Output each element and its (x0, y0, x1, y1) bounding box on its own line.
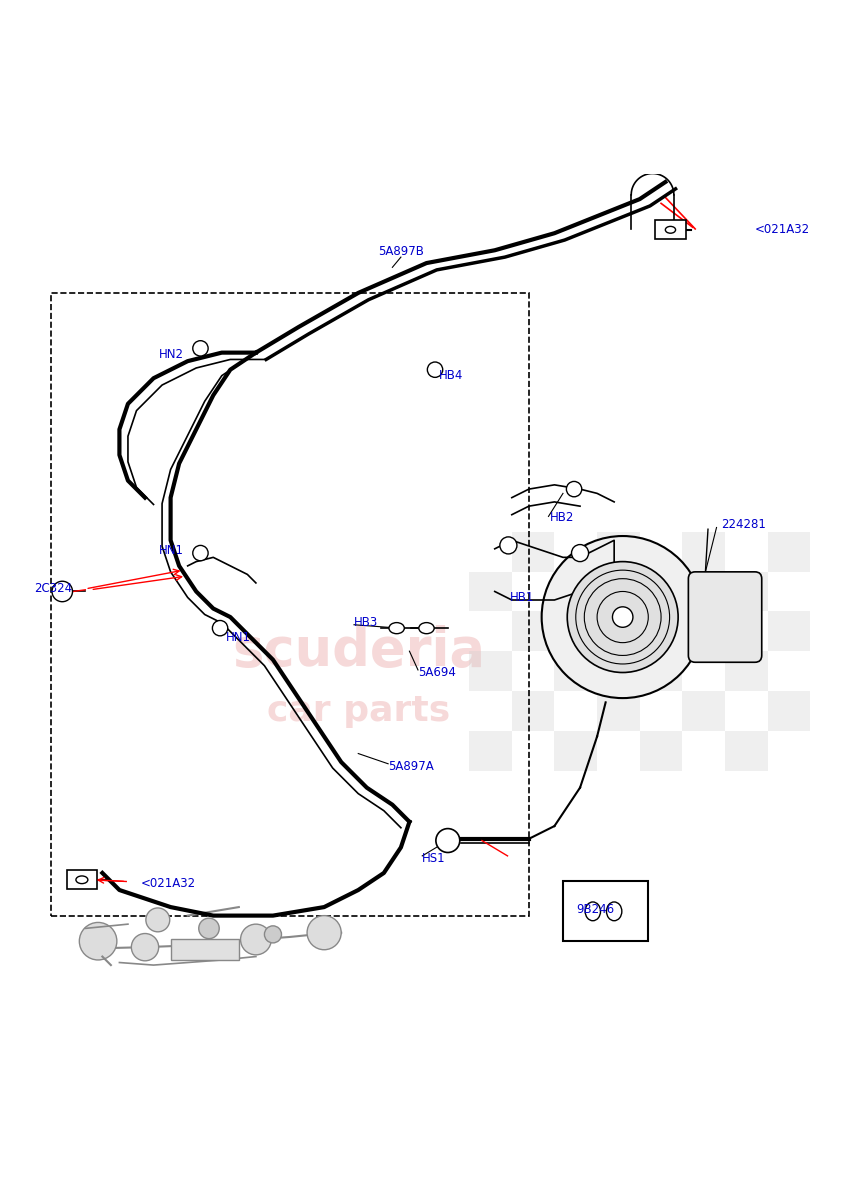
Bar (639, 571, 682, 611)
Text: 5A897A: 5A897A (388, 760, 434, 773)
Text: HN2: HN2 (158, 348, 183, 361)
Bar (682, 691, 724, 731)
Ellipse shape (606, 902, 621, 920)
Text: scuderia: scuderia (232, 625, 484, 677)
Bar (682, 532, 724, 571)
Circle shape (499, 536, 516, 554)
Circle shape (541, 536, 703, 698)
Ellipse shape (665, 227, 675, 233)
FancyBboxPatch shape (688, 572, 761, 662)
Circle shape (427, 362, 442, 377)
Bar (596, 532, 639, 571)
Text: HB3: HB3 (354, 616, 377, 629)
Text: 2C324: 2C324 (34, 582, 72, 595)
FancyBboxPatch shape (66, 870, 97, 889)
Text: HS1: HS1 (422, 852, 446, 865)
Bar (724, 652, 767, 691)
Circle shape (199, 918, 219, 938)
Text: HB1: HB1 (509, 590, 534, 604)
Circle shape (612, 607, 632, 628)
Bar (51, 293, 528, 916)
Circle shape (146, 908, 170, 932)
Ellipse shape (584, 902, 600, 920)
Text: 9B246: 9B246 (576, 904, 613, 916)
Text: <021A32: <021A32 (754, 223, 809, 236)
Bar (511, 691, 554, 731)
Bar (469, 652, 511, 691)
Bar (767, 532, 809, 571)
Bar (469, 731, 511, 770)
Circle shape (79, 923, 117, 960)
Text: 224281: 224281 (720, 518, 765, 532)
Bar (511, 532, 554, 571)
Bar (596, 691, 639, 731)
Circle shape (264, 926, 281, 943)
Circle shape (240, 924, 271, 955)
Bar (511, 611, 554, 652)
Text: HN1: HN1 (158, 544, 183, 557)
Bar (562, 882, 648, 941)
Bar (724, 571, 767, 611)
Circle shape (193, 341, 208, 356)
Ellipse shape (418, 623, 434, 634)
Bar (554, 731, 596, 770)
Ellipse shape (389, 623, 404, 634)
Circle shape (567, 562, 677, 672)
Circle shape (212, 620, 227, 636)
Bar (554, 571, 596, 611)
Text: <021A32: <021A32 (141, 877, 196, 889)
Bar (554, 652, 596, 691)
Bar (639, 731, 682, 770)
Bar (170, 938, 239, 960)
Bar (767, 691, 809, 731)
Circle shape (131, 934, 158, 961)
Ellipse shape (76, 876, 88, 883)
FancyBboxPatch shape (654, 221, 685, 239)
Circle shape (307, 916, 341, 949)
Bar (596, 611, 639, 652)
Text: 5A897B: 5A897B (377, 246, 423, 258)
Text: car parts: car parts (267, 694, 449, 728)
Bar (639, 652, 682, 691)
Bar (682, 611, 724, 652)
Text: HN1: HN1 (226, 631, 250, 644)
Bar (724, 731, 767, 770)
Bar (767, 611, 809, 652)
Text: HB4: HB4 (439, 370, 463, 382)
Circle shape (193, 546, 208, 560)
Circle shape (571, 545, 588, 562)
Text: HB2: HB2 (550, 511, 574, 523)
Circle shape (435, 829, 459, 852)
Circle shape (52, 581, 72, 601)
Bar (469, 571, 511, 611)
Circle shape (566, 481, 581, 497)
Text: 5A694: 5A694 (417, 666, 455, 679)
